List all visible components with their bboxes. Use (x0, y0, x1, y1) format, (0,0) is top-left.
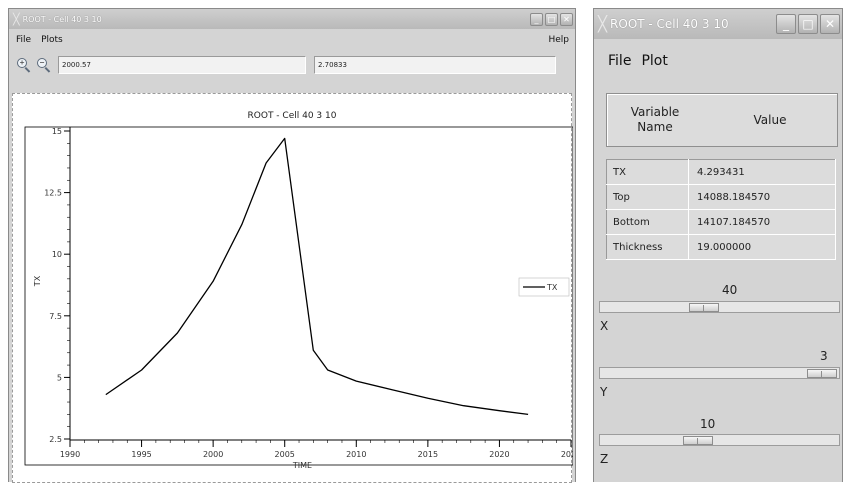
cursor-x-field[interactable]: 2000.57 (58, 56, 306, 74)
close-icon: ✕ (824, 17, 836, 31)
menu-help[interactable]: Help (548, 35, 569, 45)
maximize-icon: □ (802, 17, 814, 31)
x-slider-label: X (600, 319, 609, 333)
x-logo-icon: ╳ (13, 12, 20, 26)
x-slider-thumb[interactable] (689, 303, 719, 312)
y-slider-thumb[interactable] (807, 369, 837, 378)
plot-window-titlebar[interactable]: ╳ ROOT - Cell 40 3 10 _ □ ✕ (9, 9, 575, 29)
x-tick-label: 2015 (418, 450, 438, 459)
variable-value-cell: 4.293431 (688, 159, 836, 185)
y-tick-label: 5 (57, 373, 62, 382)
close-button[interactable]: ✕ (820, 14, 840, 34)
close-button[interactable]: ✕ (560, 12, 573, 26)
variable-table-header: Variable Name Value (606, 93, 838, 147)
y-tick-label: 12.5 (44, 189, 62, 198)
plot-toolbar: + − 2000.57 2.70833 (9, 51, 575, 79)
x-slider[interactable] (599, 301, 840, 313)
x-slider-value: 40 (722, 283, 738, 297)
plot-menubar: File Plots Help (9, 31, 575, 49)
y-tick-label: 2.5 (49, 435, 62, 444)
cell-info-window: ╳ ROOT - Cell 40 3 10 _ □ ✕ File Plot Va… (593, 8, 843, 482)
y-slider-label: Y (600, 385, 608, 399)
minimize-button[interactable]: _ (776, 14, 796, 34)
info-window-titlebar[interactable]: ╳ ROOT - Cell 40 3 10 _ □ ✕ (594, 9, 842, 39)
variable-value-cell: 19.000000 (688, 234, 836, 260)
maximize-icon: □ (547, 14, 556, 24)
line-chart[interactable]: 2.5 5 7.5 10 12.5 15 1990 1995 2000 2005 2010 2015 2… (13, 94, 573, 484)
x-tick-label: 1995 (131, 450, 151, 459)
zoom-out-icon: − (37, 58, 47, 68)
x-tick-label: 2010 (346, 450, 366, 459)
variable-value-cell: 14088.184570 (688, 184, 836, 210)
table-row: Thickness 19.000000 (606, 234, 836, 260)
menu-plots[interactable]: Plots (41, 35, 63, 45)
minimize-icon: _ (534, 14, 539, 24)
x-tick-label: 2000 (203, 450, 223, 459)
z-slider-thumb[interactable] (682, 436, 713, 445)
plot-window: ╳ ROOT - Cell 40 3 10 _ □ ✕ File Plots H… (8, 8, 576, 484)
y-tick-label: 7.5 (49, 312, 62, 321)
variable-name-cell: Thickness (606, 234, 689, 260)
variable-name-cell: Top (606, 184, 689, 210)
y-slider-value: 3 (820, 349, 828, 363)
menu-file[interactable]: File (608, 53, 632, 69)
variable-name-cell: Bottom (606, 209, 689, 235)
table-row: TX 4.293431 (606, 159, 836, 185)
x-logo-icon: ╳ (598, 15, 608, 33)
minimize-icon: _ (783, 17, 789, 31)
chart-title: ROOT - Cell 40 3 10 (247, 111, 337, 121)
variable-value-cell: 14107.184570 (688, 209, 836, 235)
y-tick-label: 10 (52, 250, 62, 259)
plot-canvas[interactable]: ROOT - Cell 40 3 10 2.5 5 7.5 10 12.5 15 1990 1… (12, 93, 573, 484)
minimize-button[interactable]: _ (530, 12, 543, 26)
menu-file[interactable]: File (16, 35, 32, 45)
y-slider[interactable] (599, 367, 840, 379)
x-tick-label: 2020 (489, 450, 509, 459)
z-slider-label: Z (600, 452, 609, 466)
x-axis-title: TIME (292, 461, 312, 470)
table-row: Top 14088.184570 (606, 184, 836, 210)
plot-frame (24, 126, 573, 466)
variable-table: TX 4.293431 Top 14088.184570 Bottom 1410… (606, 159, 836, 260)
info-window-title: ROOT - Cell 40 3 10 (610, 17, 729, 31)
x-tick-label: 1990 (60, 450, 80, 459)
x-tick-label: 2025 (561, 450, 573, 459)
menu-plot[interactable]: Plot (641, 53, 668, 69)
legend-label: TX (546, 283, 558, 292)
header-value: Value (753, 113, 787, 127)
maximize-button[interactable]: □ (798, 14, 818, 34)
variable-name-cell: TX (606, 159, 689, 185)
x-tick-label: 2005 (275, 450, 295, 459)
maximize-button[interactable]: □ (545, 12, 558, 26)
zoom-in-icon: + (17, 58, 27, 68)
info-menubar: File Plot (594, 49, 842, 73)
z-slider[interactable] (599, 434, 840, 446)
zoom-out-button[interactable]: − (36, 57, 52, 73)
plot-window-title: ROOT - Cell 40 3 10 (22, 14, 102, 24)
zoom-in-button[interactable]: + (16, 57, 32, 73)
series-line-tx (105, 137, 529, 416)
y-axis-title: TX (33, 275, 42, 287)
z-slider-value: 10 (700, 417, 716, 431)
close-icon: ✕ (563, 14, 570, 24)
header-variable-name: Variable Name (630, 105, 680, 134)
table-row: Bottom 14107.184570 (606, 209, 836, 235)
y-tick-label: 15 (52, 127, 62, 136)
cursor-y-field[interactable]: 2.70833 (314, 56, 556, 74)
